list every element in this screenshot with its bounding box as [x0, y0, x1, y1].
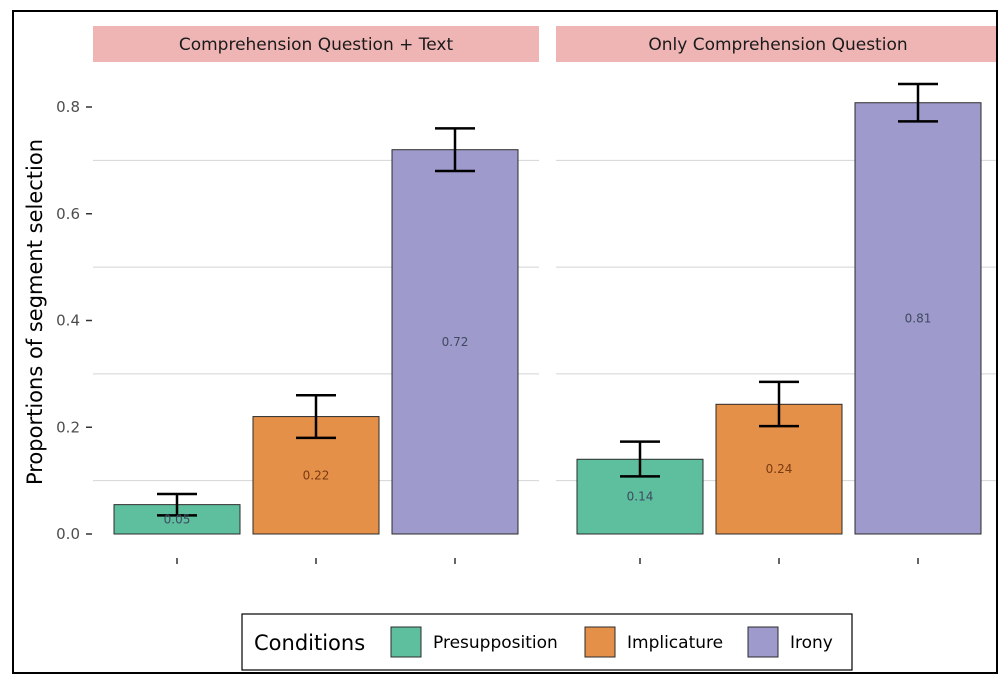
bar-labels: 0.05 0.22 0.72 0.14 0.24 0.81: [164, 311, 932, 526]
bar-irony: [854, 102, 982, 535]
legend-label-implicature: Implicature: [627, 633, 723, 653]
y-tick-label: 0.4: [56, 312, 80, 330]
y-tick-label: 0.2: [56, 418, 80, 436]
figure-frame: Comprehension Question + Text Only Compre…: [12, 10, 998, 674]
bar-value-label: 0.24: [766, 462, 793, 476]
y-axis: 0.0 0.2 0.4 0.6 0.8: [56, 98, 919, 564]
bar-value-label: 0.81: [905, 311, 932, 325]
facet-strips: Comprehension Question + Text Only Compre…: [93, 26, 996, 62]
legend-title: Conditions: [254, 631, 365, 655]
legend: Conditions Presupposition Implicature Irony: [241, 613, 853, 671]
bar-value-label: 0.05: [164, 512, 191, 526]
error-bars: [157, 82, 938, 517]
facet-strip: [556, 26, 996, 62]
legend-key-presupposition: [390, 626, 422, 658]
bar-irony: [391, 149, 519, 535]
bars: [113, 102, 982, 535]
bar-value-label: 0.72: [442, 335, 469, 349]
facet-strip-title: Comprehension Question + Text: [179, 35, 454, 55]
facet-strip-title: Only Comprehension Question: [648, 35, 907, 55]
legend-key-implicature: [584, 626, 616, 658]
y-axis-title: Proportions of segment selection: [23, 139, 47, 485]
y-tick-label: 0.8: [56, 98, 80, 116]
facet-strip: [93, 26, 539, 62]
bar-value-label: 0.14: [627, 490, 654, 504]
legend-label-irony: Irony: [790, 633, 833, 653]
bar-chart: Comprehension Question + Text Only Compre…: [23, 26, 996, 671]
legend-label-presupposition: Presupposition: [433, 633, 558, 653]
y-tick-label: 0.0: [56, 525, 80, 543]
y-tick-label: 0.6: [56, 205, 80, 223]
bar-value-label: 0.22: [303, 468, 330, 482]
legend-key-irony: [747, 626, 779, 658]
